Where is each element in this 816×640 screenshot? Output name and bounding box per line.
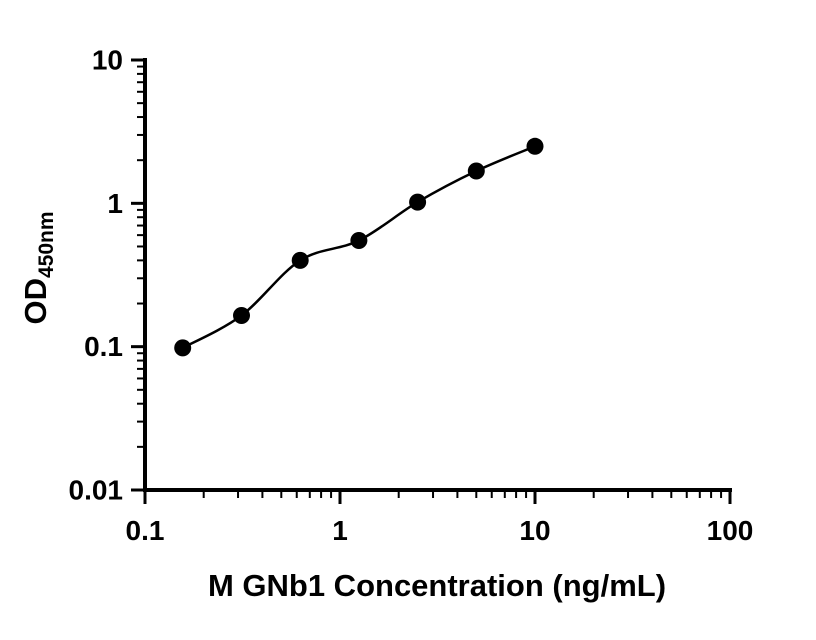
y-tick-label: 0.1 bbox=[84, 331, 123, 362]
axes bbox=[143, 58, 732, 492]
x-tick-label: 100 bbox=[707, 515, 754, 546]
axis-lines bbox=[143, 58, 732, 492]
y-axis-title-main: OD bbox=[18, 278, 53, 325]
y-tick-label: 0.01 bbox=[69, 475, 124, 506]
data-point bbox=[233, 307, 250, 324]
y-tick-label: 10 bbox=[92, 45, 123, 76]
y-tick-label: 1 bbox=[107, 188, 123, 219]
axis-ticks bbox=[131, 58, 732, 504]
data-point bbox=[526, 137, 544, 155]
data-point bbox=[174, 339, 192, 357]
data-point bbox=[409, 193, 427, 211]
y-axis-title: OD450nm bbox=[18, 211, 58, 324]
x-tick-label: 10 bbox=[519, 515, 550, 546]
x-axis-title: M GNb1 Concentration (ng/mL) bbox=[208, 568, 666, 603]
x-tick-label: 0.1 bbox=[126, 515, 165, 546]
data-point bbox=[350, 232, 368, 249]
data-point bbox=[291, 251, 309, 269]
data-point bbox=[467, 162, 485, 180]
x-tick-label: 1 bbox=[332, 515, 348, 546]
y-axis-title-sub: 450nm bbox=[35, 211, 58, 278]
data-series bbox=[174, 137, 544, 357]
